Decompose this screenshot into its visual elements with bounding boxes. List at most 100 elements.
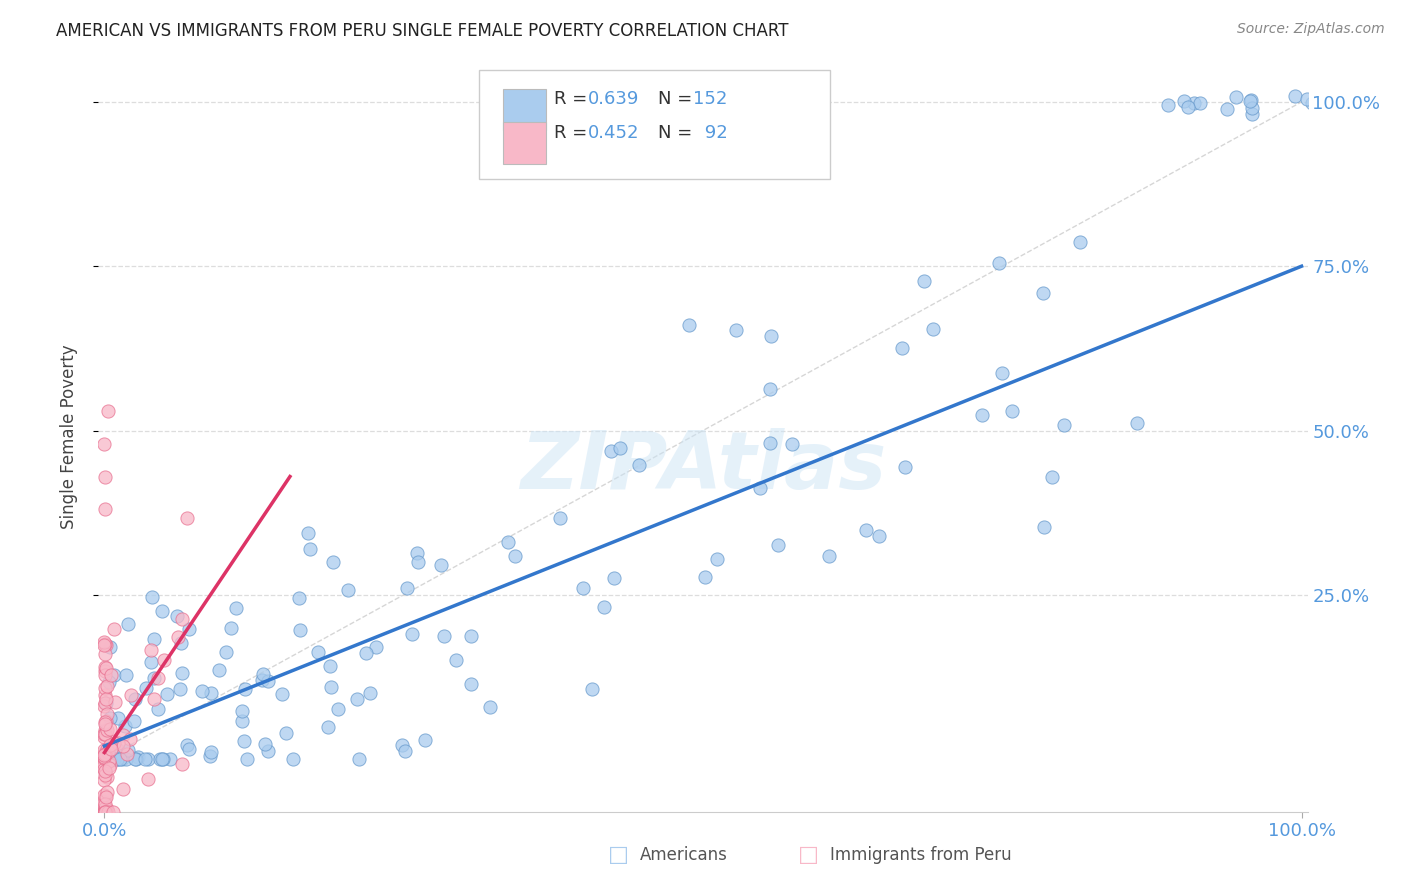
Point: [550, 511, 572, 525]
Point: [433, 629, 456, 643]
Point: [125, 752, 148, 766]
Point: [93, 638, 115, 652]
Point: [93, 797, 115, 811]
Point: [257, 674, 280, 689]
Point: [297, 525, 319, 540]
Point: [146, 702, 169, 716]
Point: [1241, 101, 1264, 115]
Point: [177, 622, 200, 636]
Text: 152: 152: [693, 90, 728, 108]
Point: [429, 558, 451, 572]
Point: [236, 752, 259, 766]
Point: [94, 805, 117, 819]
Point: [94, 805, 117, 819]
Point: [136, 752, 159, 766]
Point: [1182, 95, 1205, 110]
Point: [96, 706, 118, 721]
Point: [1240, 93, 1263, 107]
Point: [581, 681, 603, 696]
Point: [207, 664, 229, 678]
Point: [253, 737, 276, 751]
Point: [401, 627, 423, 641]
Point: [93, 805, 115, 819]
Text: 0.452: 0.452: [588, 124, 640, 142]
Point: [94, 667, 117, 681]
Point: [94, 727, 117, 741]
Point: [93, 696, 115, 710]
Point: [94, 664, 117, 678]
Point: [104, 696, 127, 710]
Point: [98, 752, 121, 766]
Point: [1000, 404, 1022, 418]
FancyBboxPatch shape: [503, 122, 546, 163]
Point: [135, 681, 157, 696]
Point: [124, 752, 146, 766]
Point: [169, 681, 191, 696]
Text: Immigrants from Peru: Immigrants from Peru: [830, 846, 1011, 863]
Point: [94, 801, 117, 815]
Point: [93, 715, 115, 730]
Point: [98, 738, 121, 752]
Point: [176, 511, 198, 525]
Point: [111, 781, 134, 796]
Point: [256, 744, 278, 758]
Point: [169, 636, 191, 650]
Point: [98, 722, 121, 736]
Point: [96, 785, 118, 799]
Point: [115, 752, 138, 766]
Point: [107, 742, 129, 756]
Point: [96, 691, 118, 706]
Point: [97, 752, 120, 766]
Point: [413, 733, 436, 747]
Point: [868, 529, 890, 543]
Point: [503, 549, 526, 564]
Point: [93, 802, 115, 816]
Point: [231, 714, 253, 729]
Point: [759, 382, 782, 396]
Point: [93, 730, 115, 744]
Point: [991, 366, 1014, 380]
Point: [96, 802, 118, 816]
Point: [98, 761, 121, 775]
Point: [120, 688, 142, 702]
Point: [748, 482, 770, 496]
Point: [988, 256, 1011, 270]
Point: [98, 640, 121, 654]
Point: [354, 646, 377, 660]
Point: [768, 538, 790, 552]
Point: [326, 702, 349, 716]
Point: [97, 805, 120, 819]
Point: [394, 744, 416, 758]
Point: [894, 459, 917, 474]
Point: [114, 719, 136, 733]
Point: [347, 752, 370, 766]
Point: [101, 752, 124, 766]
Point: [107, 752, 129, 766]
Point: [100, 668, 122, 682]
Point: [307, 645, 329, 659]
Point: [627, 458, 650, 472]
Point: [1239, 95, 1261, 109]
Point: [112, 728, 135, 742]
Text: AMERICAN VS IMMIGRANTS FROM PERU SINGLE FEMALE POVERTY CORRELATION CHART: AMERICAN VS IMMIGRANTS FROM PERU SINGLE …: [56, 22, 789, 40]
Y-axis label: Single Female Poverty: Single Female Poverty: [59, 345, 77, 529]
Point: [96, 723, 118, 737]
Point: [118, 732, 141, 747]
Point: [695, 569, 717, 583]
Point: [153, 653, 176, 667]
Point: [94, 502, 117, 516]
Point: [1053, 418, 1076, 433]
Point: [150, 604, 173, 618]
Point: [111, 752, 134, 766]
Point: [395, 581, 418, 595]
Point: [1216, 103, 1239, 117]
Point: [1177, 100, 1199, 114]
Point: [288, 591, 311, 605]
Point: [1126, 417, 1149, 431]
Point: [460, 629, 482, 643]
FancyBboxPatch shape: [479, 70, 830, 178]
Point: [103, 752, 125, 766]
Point: [94, 714, 117, 728]
Point: [231, 704, 253, 718]
Point: [96, 805, 118, 819]
